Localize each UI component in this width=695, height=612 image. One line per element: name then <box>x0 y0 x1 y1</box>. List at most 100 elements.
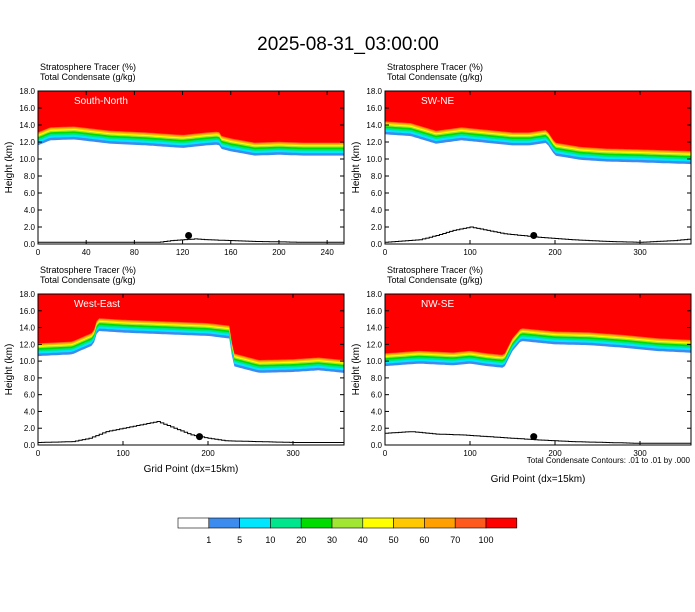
colorbar-label: 30 <box>327 535 337 545</box>
plot-frame <box>37 293 345 446</box>
y-tick-label: 18.0 <box>19 87 35 96</box>
y-tick-label: 6.0 <box>24 391 36 400</box>
x-tick-label: 0 <box>36 449 41 458</box>
panel-title-tracer: Stratosphere Tracer (%) <box>40 62 136 72</box>
y-tick-label: 4.0 <box>24 407 36 416</box>
x-tick-label: 200 <box>548 248 562 257</box>
y-tick-label: 12.0 <box>366 138 382 147</box>
y-tick-label: 10.0 <box>366 357 382 366</box>
y-axis-label: Height (km) <box>4 344 15 396</box>
x-tick-label: 100 <box>116 449 130 458</box>
colorbar-label: 40 <box>358 535 368 545</box>
y-tick-label: 16.0 <box>19 104 35 113</box>
x-axis-label: Grid Point (dx=15km) <box>491 474 586 485</box>
y-tick-label: 10.0 <box>19 155 35 164</box>
panel-title-condensate: Total Condensate (g/kg) <box>40 72 136 82</box>
colorbar-swatch-9 <box>454 517 487 529</box>
terrain-line <box>385 431 691 444</box>
terrain-line <box>38 238 344 243</box>
colorbar-label: 100 <box>478 535 493 545</box>
x-tick-label: 200 <box>548 449 562 458</box>
colorbar-swatch-2 <box>239 517 271 529</box>
y-tick-label: 6.0 <box>371 391 383 400</box>
y-tick-label: 4.0 <box>371 206 383 215</box>
panel-3: Stratosphere Tracer (%)Total Condensate … <box>351 265 692 458</box>
y-tick-label: 8.0 <box>371 374 383 383</box>
colorbar-swatch-10 <box>485 517 518 529</box>
panel-label: South-North <box>74 96 128 107</box>
y-tick-label: 16.0 <box>366 307 382 316</box>
colorbar-label: 60 <box>419 535 429 545</box>
x-tick-label: 80 <box>130 248 139 257</box>
colorbar-label: 70 <box>450 535 460 545</box>
x-tick-label: 0 <box>383 248 388 257</box>
x-tick-label: 0 <box>36 248 41 257</box>
y-tick-label: 4.0 <box>24 206 36 215</box>
colorbar-swatch-4 <box>300 517 333 529</box>
tracer-band-10 <box>385 294 691 355</box>
x-tick-label: 40 <box>82 248 91 257</box>
figure-title: 2025-08-31_03:00:00 <box>257 34 439 55</box>
footnote: Total Condensate Contours: .01 to .01 by… <box>527 456 691 465</box>
y-tick-label: 10.0 <box>366 155 382 164</box>
y-tick-label: 2.0 <box>24 223 36 232</box>
y-tick-label: 6.0 <box>24 189 36 198</box>
y-axis-label: Height (km) <box>351 344 362 396</box>
y-tick-label: 18.0 <box>366 87 382 96</box>
panels: Stratosphere Tracer (%)Total Condensate … <box>4 62 692 485</box>
x-tick-label: 160 <box>224 248 238 257</box>
location-marker <box>530 232 538 239</box>
x-tick-label: 100 <box>463 248 477 257</box>
y-tick-label: 0.0 <box>371 441 383 450</box>
x-tick-label: 200 <box>272 248 286 257</box>
colorbar-swatch-3 <box>270 517 302 529</box>
colorbar-label: 10 <box>265 535 275 545</box>
panel-title-tracer: Stratosphere Tracer (%) <box>387 265 483 275</box>
y-tick-label: 4.0 <box>371 407 383 416</box>
colorbar-label: 20 <box>296 535 306 545</box>
y-tick-label: 10.0 <box>19 357 35 366</box>
y-tick-label: 0.0 <box>371 240 383 249</box>
y-tick-label: 18.0 <box>366 290 382 299</box>
terrain-line <box>38 421 344 443</box>
plot-frame <box>384 90 692 245</box>
y-tick-label: 8.0 <box>24 374 36 383</box>
colorbar-label: 1 <box>206 535 211 545</box>
tracer-field <box>38 294 344 445</box>
panel-title-tracer: Stratosphere Tracer (%) <box>40 265 136 275</box>
panel-label: SW-NE <box>421 96 454 107</box>
tracer-field <box>38 91 344 244</box>
y-tick-label: 8.0 <box>371 172 383 181</box>
tracer-field <box>385 91 691 244</box>
y-tick-label: 2.0 <box>371 424 383 433</box>
colorbar-swatch-5 <box>331 517 364 529</box>
y-tick-label: 0.0 <box>24 441 36 450</box>
y-tick-label: 12.0 <box>366 340 382 349</box>
y-tick-label: 16.0 <box>366 104 382 113</box>
tracer-band-10 <box>385 91 691 152</box>
plot-frame <box>37 90 345 245</box>
y-tick-label: 16.0 <box>19 307 35 316</box>
y-tick-label: 14.0 <box>19 121 35 130</box>
y-tick-label: 8.0 <box>24 172 36 181</box>
location-marker <box>185 232 193 239</box>
panel-label: West-East <box>74 299 120 310</box>
tracer-field <box>385 294 691 445</box>
colorbar-label: 50 <box>389 535 399 545</box>
y-tick-label: 12.0 <box>19 138 35 147</box>
panel-1: Stratosphere Tracer (%)Total Condensate … <box>351 62 692 257</box>
tracer-band-10 <box>38 294 344 360</box>
y-tick-label: 2.0 <box>371 223 383 232</box>
x-axis-label: Grid Point (dx=15km) <box>144 464 239 475</box>
panel-0: Stratosphere Tracer (%)Total Condensate … <box>4 62 345 257</box>
colorbar-swatch-0 <box>177 517 210 529</box>
colorbar-swatch-1 <box>208 517 240 529</box>
colorbar-swatch-6 <box>362 517 394 529</box>
y-axis-label: Height (km) <box>351 142 362 194</box>
plot-frame <box>384 293 692 446</box>
colorbar-label: 5 <box>237 535 242 545</box>
x-tick-label: 100 <box>463 449 477 458</box>
panel-title-condensate: Total Condensate (g/kg) <box>40 275 136 285</box>
tracer-band-10 <box>38 91 344 143</box>
